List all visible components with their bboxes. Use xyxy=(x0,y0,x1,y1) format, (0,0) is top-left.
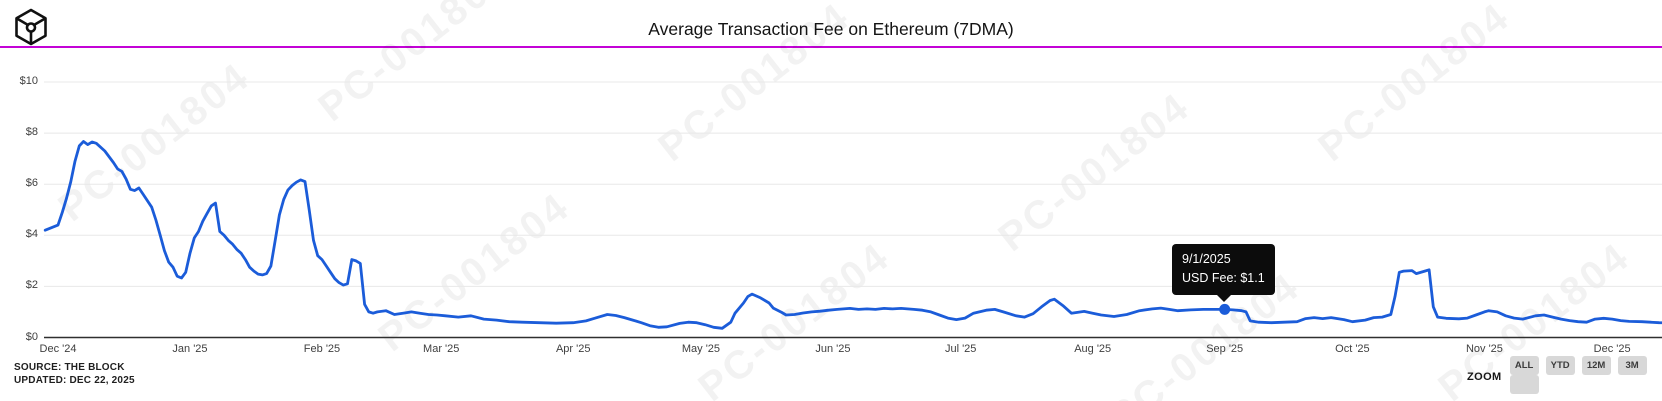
tooltip-arrow xyxy=(1216,293,1232,302)
x-tick-label: Dec '25 xyxy=(1593,343,1631,355)
y-tick-label: $4 xyxy=(25,228,38,241)
zoom-button-clipped[interactable] xyxy=(1509,375,1539,394)
y-tick-label: $8 xyxy=(25,126,38,139)
zoom-button-3m[interactable]: 3M xyxy=(1617,356,1647,375)
x-tick-label: Feb '25 xyxy=(303,343,341,355)
zoom-button-12m[interactable]: 12M xyxy=(1581,356,1611,375)
zoom-button-ytd[interactable]: YTD xyxy=(1545,356,1575,375)
source-label: SOURCE: THE BLOCK xyxy=(14,362,125,373)
x-tick-label: Jan '25 xyxy=(172,343,208,355)
y-tick-label: $2 xyxy=(25,279,38,292)
x-tick-label: Sep '25 xyxy=(1206,343,1244,355)
x-tick-label: Jul '25 xyxy=(944,343,977,355)
tooltip-date: 9/1/2025 xyxy=(1182,252,1231,266)
fee-series-line xyxy=(43,140,1662,330)
updated-label: UPDATED: DEC 22, 2025 xyxy=(14,375,135,386)
y-tick-label: $10 xyxy=(19,75,38,87)
x-tick-label: Mar '25 xyxy=(423,343,460,355)
page-title: Average Transaction Fee on Ethereum (7DM… xyxy=(648,19,1014,39)
x-tick-label: Dec '24 xyxy=(39,343,77,355)
zoom-button-all[interactable]: ALL xyxy=(1509,356,1539,375)
x-tick-label: Jun '25 xyxy=(815,343,851,355)
hover-point-marker[interactable] xyxy=(1219,303,1231,315)
x-tick-label: Nov '25 xyxy=(1465,343,1503,355)
zoom-buttons: ALL YTD 12M 3M xyxy=(1509,355,1662,399)
x-tick-label: May '25 xyxy=(681,343,721,355)
y-tick-label: $0 xyxy=(25,330,38,343)
y-tick-label: $6 xyxy=(25,177,38,190)
zoom-label: ZOOM xyxy=(1467,371,1502,383)
x-tick-label: Apr '25 xyxy=(555,343,591,355)
zoom-controls: ZOOM ALL YTD 12M 3M xyxy=(1467,356,1662,394)
the-block-logo xyxy=(15,8,47,46)
tooltip: 9/1/2025 USD Fee: $1.1 xyxy=(1172,244,1275,302)
tooltip-value: USD Fee: $1.1 xyxy=(1182,270,1265,285)
x-tick-label: Oct '25 xyxy=(1335,343,1370,355)
x-tick-label: Aug '25 xyxy=(1074,343,1112,355)
accent-rule xyxy=(0,46,1662,48)
